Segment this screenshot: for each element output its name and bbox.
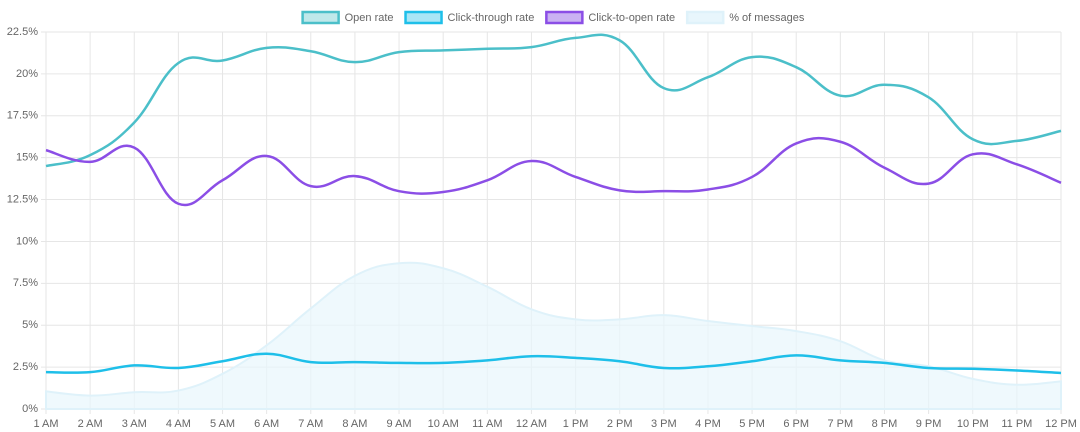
x-tick-label: 2 AM	[78, 418, 103, 430]
legend-swatch	[685, 10, 725, 25]
x-tick-label: 12 AM	[516, 418, 547, 430]
y-tick-label: 2.5%	[13, 361, 38, 373]
legend-item: % of messages	[685, 10, 805, 25]
x-tick-label: 9 PM	[916, 418, 942, 430]
x-tick-label: 9 AM	[387, 418, 412, 430]
y-tick-label: 12.5%	[7, 193, 38, 205]
line	[45, 352, 1062, 375]
y-tick-label: 5%	[22, 319, 38, 331]
x-tick-label: 4 AM	[166, 418, 191, 430]
line	[45, 136, 1062, 207]
legend-item: Click-to-open rate	[545, 10, 675, 25]
y-tick-label: 17.5%	[7, 110, 38, 122]
y-tick-label: 10%	[16, 235, 38, 247]
legend-label: Click-to-open rate	[588, 12, 675, 24]
x-tick-label: 1 PM	[563, 418, 589, 430]
x-tick-label: 8 AM	[342, 418, 367, 430]
x-tick-label: 1 AM	[33, 418, 58, 430]
legend-swatch	[545, 10, 584, 25]
legend-label: % of messages	[729, 12, 805, 24]
legend-swatch	[404, 10, 443, 25]
x-tick-label: 6 AM	[254, 418, 279, 430]
x-tick-label: 5 PM	[739, 418, 765, 430]
x-tick-label: 3 AM	[122, 418, 147, 430]
x-tick-label: 10 AM	[428, 418, 459, 430]
y-tick-label: 0%	[22, 403, 38, 415]
x-tick-label: 12 PM	[1045, 418, 1077, 430]
x-tick-label: 8 PM	[872, 418, 898, 430]
x-tick-label: 11 AM	[472, 418, 502, 430]
x-tick-label: 5 AM	[210, 418, 235, 430]
x-tick-label: 3 PM	[651, 418, 677, 430]
legend-label: Click-through rate	[448, 12, 535, 24]
legend-item: Open rate	[301, 10, 394, 25]
x-tick-label: 2 PM	[607, 418, 633, 430]
line	[45, 33, 1062, 168]
legend-item: Click-through rate	[404, 10, 535, 25]
x-tick-label: 7 PM	[828, 418, 854, 430]
y-tick-label: 20%	[16, 68, 38, 80]
x-tick-label: 7 AM	[298, 418, 323, 430]
y-tick-label: 22.5%	[7, 26, 38, 38]
y-tick-label: 15%	[16, 152, 38, 164]
x-tick-label: 4 PM	[695, 418, 721, 430]
y-tick-label: 7.5%	[13, 277, 38, 289]
legend-label: Open rate	[345, 12, 394, 24]
legend-swatch	[301, 10, 340, 25]
x-tick-label: 10 PM	[957, 418, 989, 430]
x-tick-label: 6 PM	[783, 418, 809, 430]
x-tick-label: 11 PM	[1001, 418, 1032, 430]
legend: Open rate Click-through rate Click-to-open…	[301, 10, 805, 25]
area	[45, 261, 1062, 410]
